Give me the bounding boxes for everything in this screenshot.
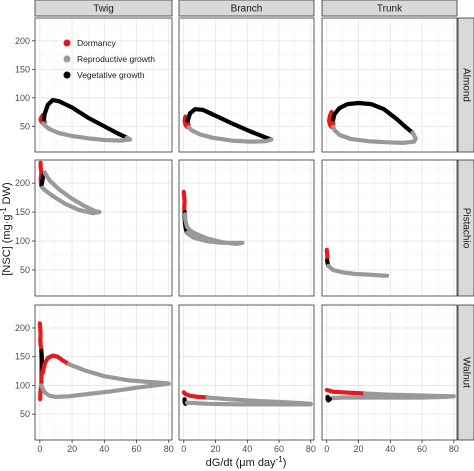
legend-label-vegetative-growth: Vegetative growth — [77, 70, 145, 80]
column-label-trunk: Trunk — [377, 4, 403, 15]
legend-key-reproductive-growth — [63, 55, 71, 63]
series-reproductive-growth — [40, 170, 102, 216]
panel-border — [34, 17, 173, 153]
panel-pistachio-trunk — [321, 159, 458, 297]
column-label-twig: Twig — [93, 4, 114, 15]
series-reproductive-growth — [326, 391, 456, 401]
series-reproductive-growth — [184, 400, 313, 407]
series-vegetative-growth — [185, 107, 274, 142]
panel-pistachio-branch — [178, 159, 315, 297]
x-axis-title: dG/dt (μm day-1) — [206, 455, 287, 469]
series-reproductive-growth — [326, 263, 390, 278]
y-tick-label: 200 — [15, 178, 30, 188]
legend-key-vegetative-growth — [63, 71, 71, 79]
row-label-walnut: Walnut — [461, 357, 472, 388]
panel-almond-twig: 50 100 150 200 — [15, 17, 173, 153]
y-tick-label: 200 — [15, 323, 30, 333]
series-reproductive-growth — [331, 124, 418, 145]
series-reproductive-growth — [39, 362, 171, 399]
x-tick-label: 0 — [181, 444, 186, 454]
y-tick-label: 50 — [20, 121, 30, 131]
row-strip-almond — [457, 17, 474, 153]
series-dormancy — [37, 321, 44, 402]
x-tick-label: 60 — [417, 444, 427, 454]
x-tick-label: 20 — [67, 444, 77, 454]
panel-background — [35, 160, 172, 296]
y-tick-label: 50 — [20, 409, 30, 419]
panel-background — [35, 18, 172, 152]
column-strip-twig — [34, 0, 173, 17]
panel-walnut-twig: 50 100 150 200 0 20 40 60 80 — [15, 304, 174, 454]
row-label-pistachio: Pistachio — [461, 208, 472, 249]
panel-walnut-branch: 0 20 40 60 80 — [178, 304, 316, 454]
column-strip-branch — [178, 0, 315, 17]
y-tick-label: 150 — [15, 64, 30, 74]
column-label-branch: Branch — [231, 4, 263, 15]
series-dormancy — [324, 387, 367, 396]
legend-label-dormancy: Dormancy — [77, 38, 116, 48]
panel-background — [179, 160, 314, 296]
x-tick-label: 20 — [354, 444, 364, 454]
legend: Dormancy Reproductive growth Vegetative gr… — [63, 38, 155, 80]
x-tick-label: 80 — [449, 444, 459, 454]
y-tick-label: 150 — [15, 207, 30, 217]
y-tick-label: 50 — [20, 265, 30, 275]
x-tick-label: 0 — [37, 444, 42, 454]
panel-pistachio-twig: 50 100 150 200 — [15, 159, 173, 297]
x-tick-label: 20 — [211, 444, 221, 454]
row-label-almond: Almond — [461, 68, 472, 102]
panel-border — [34, 304, 173, 441]
series-dormancy — [181, 189, 187, 215]
series-vegetative-growth — [331, 100, 415, 135]
series-reproductive-growth — [182, 212, 245, 246]
x-tick-label: 60 — [132, 444, 142, 454]
y-tick-label: 200 — [15, 36, 30, 46]
column-strip-trunk — [321, 0, 458, 17]
panel-border — [34, 159, 173, 297]
series-dormancy — [182, 114, 191, 129]
series-reproductive-growth — [186, 125, 274, 144]
panel-border — [178, 304, 315, 441]
x-tick-label: 0 — [324, 444, 329, 454]
panel-border — [321, 159, 458, 297]
series-vegetative-growth — [41, 98, 129, 140]
panel-border — [321, 304, 458, 441]
panel-border — [178, 17, 315, 153]
series-vegetative-growth — [325, 394, 332, 403]
y-tick-label: 100 — [15, 236, 30, 246]
x-tick-label: 80 — [164, 444, 174, 454]
panel-walnut-trunk: 0 20 40 60 80 — [321, 304, 459, 454]
panel-border — [321, 17, 458, 153]
panel-border — [178, 159, 315, 297]
panel-background — [322, 305, 457, 440]
x-tick-label: 40 — [99, 444, 109, 454]
row-strip-walnut — [457, 304, 474, 441]
y-tick-label: 150 — [15, 352, 30, 362]
series-reproductive-growth — [41, 121, 133, 143]
x-tick-label: 40 — [242, 444, 252, 454]
legend-label-reproductive-growth: Reproductive growth — [77, 54, 155, 64]
y-axis-title: [NSC] (mg·g-1 DW) — [0, 182, 13, 275]
x-tick-label: 60 — [274, 444, 284, 454]
panel-almond-trunk — [321, 17, 458, 153]
x-tick-label: 40 — [385, 444, 395, 454]
panel-background — [322, 18, 457, 152]
legend-key-dormancy — [63, 39, 71, 47]
y-tick-label: 100 — [15, 380, 30, 390]
panel-background — [35, 305, 172, 440]
y-tick-label: 100 — [15, 93, 30, 103]
panel-almond-branch — [178, 17, 315, 153]
panel-background — [179, 305, 314, 440]
row-strip-pistachio — [457, 159, 474, 297]
panel-background — [322, 160, 457, 296]
series-dormancy — [40, 353, 71, 375]
x-tick-label: 80 — [306, 444, 316, 454]
series-dormancy — [181, 390, 210, 400]
